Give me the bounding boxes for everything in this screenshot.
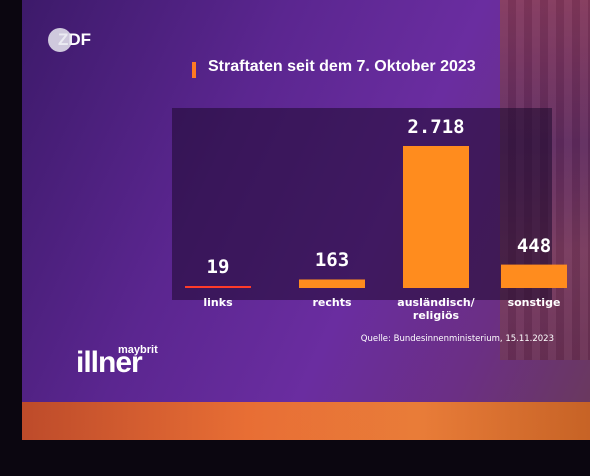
value-label-1: 163 [314, 249, 350, 272]
value-label-0: 19 [206, 256, 230, 278]
bar-2 [403, 146, 469, 288]
value-label-3: 448 [516, 234, 552, 257]
title-accent-bar [192, 62, 196, 78]
category-label-1: rechts [312, 296, 352, 309]
bottom-orange-strip [22, 402, 590, 440]
zdf-ring-icon [48, 28, 72, 52]
plot-area [172, 108, 552, 300]
value-label-2: 2.718 [407, 116, 465, 138]
bar-1 [299, 279, 365, 288]
category-label-2: ausländisch/ religiös [397, 296, 475, 322]
illner-logo-small: maybrit [118, 344, 158, 356]
zdf-logo: ZDF [48, 26, 91, 54]
bar-3 [501, 264, 567, 288]
category-label-3: sonstige [507, 296, 561, 309]
source-note: Quelle: Bundesinnenministerium, 15.11.20… [360, 334, 554, 344]
tv-screen: ZDF Straftaten seit dem 7. Oktober 2023 … [22, 0, 590, 440]
illner-logo-big: illner [76, 346, 143, 379]
chart-title: Straftaten seit dem 7. Oktober 2023 [208, 58, 476, 75]
bar-0 [185, 286, 251, 288]
category-label-0: links [203, 296, 233, 309]
bar-chart [185, 146, 567, 288]
